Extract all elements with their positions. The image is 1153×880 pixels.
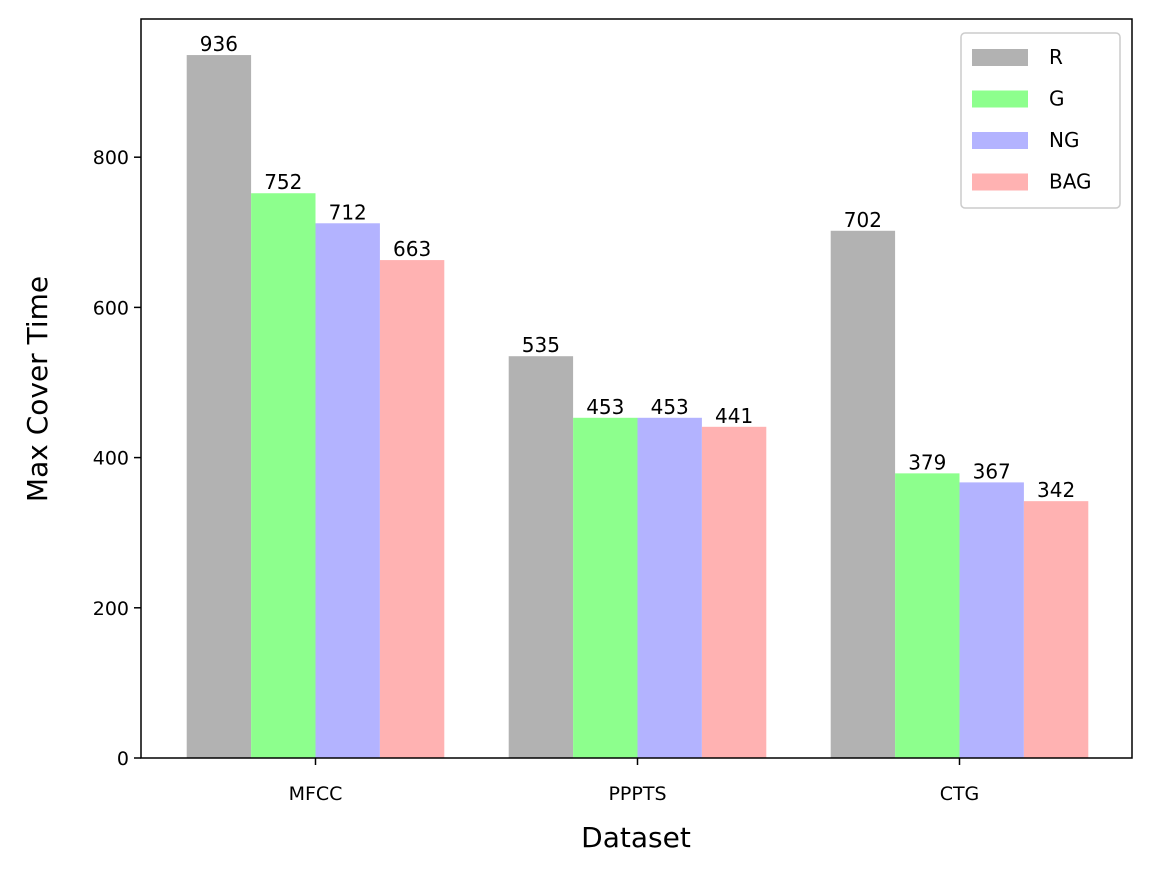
data-label: 367	[973, 459, 1011, 483]
legend-label-ng: NG	[1049, 128, 1079, 152]
data-label: 752	[264, 170, 302, 194]
bar-g-pppts	[573, 417, 638, 758]
data-label: 342	[1037, 478, 1075, 502]
bar-r-ctg	[830, 230, 896, 759]
y-tick-label: 0	[117, 748, 129, 770]
bar-ng-mfcc	[315, 223, 380, 758]
data-label: 441	[715, 404, 753, 428]
y-axis-title: Max Cover Time	[21, 276, 54, 502]
y-tick-label: 200	[93, 598, 129, 620]
legend-swatch-bag	[972, 173, 1028, 191]
bars	[186, 55, 1089, 759]
y-axis: 0 200 400 600 800	[93, 147, 141, 770]
y-tick-label: 800	[93, 147, 129, 169]
data-label: 712	[329, 200, 367, 224]
data-label: 453	[586, 395, 624, 419]
legend-label-r: R	[1049, 45, 1063, 69]
bar-bag-ctg	[1023, 501, 1089, 758]
bar-bag-pppts	[701, 426, 767, 758]
x-tick-label: PPPTS	[608, 783, 666, 805]
plot-frame	[140, 18, 1133, 759]
data-label: 936	[200, 32, 238, 56]
data-label: 535	[522, 333, 560, 357]
bar-g-ctg	[895, 473, 960, 758]
bar-ng-ctg	[959, 482, 1024, 758]
data-label: 453	[651, 395, 689, 419]
x-axis-title: Dataset	[581, 821, 691, 854]
legend-label-bag: BAG	[1049, 170, 1092, 194]
legend-swatch-g	[972, 90, 1028, 108]
legend-swatch-r	[972, 49, 1028, 66]
legend-swatch-ng	[972, 132, 1028, 149]
y-tick-label: 600	[93, 297, 129, 319]
x-axis: MFCC PPPTS CTG	[289, 758, 980, 805]
bar-g-mfcc	[251, 193, 316, 759]
data-label: 663	[393, 237, 431, 261]
bar-r-pppts	[508, 356, 574, 758]
y-tick-label: 400	[93, 448, 129, 470]
bar-bag-mfcc	[379, 260, 445, 758]
x-tick-label: CTG	[940, 783, 980, 805]
x-tick-label: MFCC	[289, 783, 343, 805]
legend: RG NG BAG	[960, 32, 1121, 209]
bar-r-mfcc	[186, 55, 252, 759]
data-label: 702	[844, 208, 882, 232]
data-labels: 936 535 702 752 453 379 712 453 367 663 441 342	[200, 32, 1075, 502]
bar-ng-pppts	[637, 417, 702, 758]
data-label: 379	[908, 450, 946, 474]
legend-label-g: G	[1049, 87, 1065, 111]
legend-box	[960, 32, 1121, 209]
